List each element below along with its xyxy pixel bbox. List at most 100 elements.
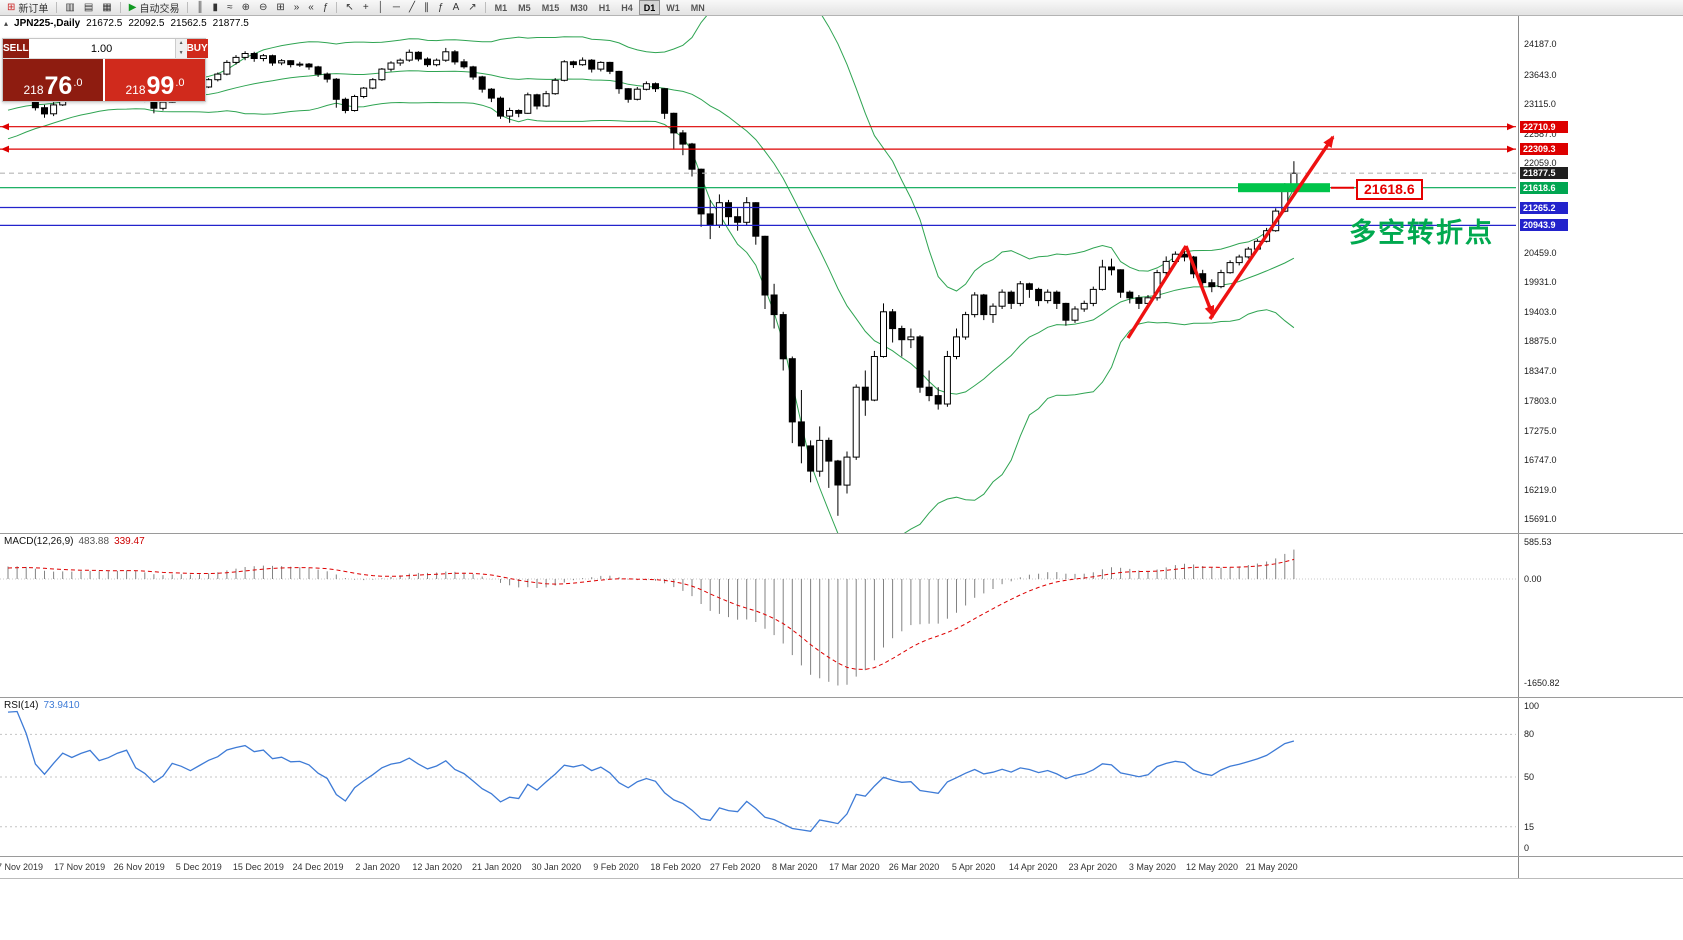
line-chart-icon[interactable]: ≈ (227, 1, 233, 13)
timeframe-h4[interactable]: H4 (621, 2, 633, 13)
price-chart-canvas[interactable] (0, 16, 1518, 533)
candle (989, 305, 997, 316)
timeframe-m15[interactable]: M15 (541, 2, 560, 13)
indicators-icon[interactable]: ƒ (322, 1, 329, 13)
trend-arrow[interactable] (1184, 245, 1215, 318)
candle (1117, 269, 1125, 293)
new-order-button[interactable]: ⊞ 新订单 (3, 1, 52, 15)
date-axis-label: 30 Jan 2020 (531, 862, 582, 872)
text-icon[interactable]: A (452, 1, 460, 13)
candlestick-chart-icon[interactable]: ▮ (212, 1, 219, 13)
price-level-callout[interactable]: 21618.6 (1356, 179, 1423, 200)
time-scale[interactable]: 7 Nov 2019 17 Nov 2019 26 Nov 2019 5 Dec 20… (0, 857, 1683, 879)
chart-area: ▴ JPN225-,Daily 21672.5 22092.5 21562.5 21877… (0, 16, 1683, 940)
profiles-icon[interactable]: ▤ (83, 1, 94, 13)
arrows-icon[interactable]: ↗ (468, 1, 477, 13)
volume-input[interactable] (28, 39, 175, 58)
candle (852, 386, 860, 458)
symbol-title: JPN225-,Daily (14, 18, 81, 29)
candle (1108, 266, 1115, 271)
rsi-axis-label: 0 (1524, 843, 1530, 853)
macd-panel-canvas[interactable] (0, 534, 1518, 697)
date-axis-label: 27 Feb 2020 (709, 862, 761, 872)
rsi-label: RSI(14) 73.9410 (4, 700, 85, 711)
volume-stepper: ▲ ▼ (174, 39, 187, 58)
chart-shift-icon[interactable]: « (308, 1, 314, 13)
tile-windows-icon[interactable]: ⊞ (276, 1, 285, 13)
candle (889, 311, 897, 330)
vertical-line-icon[interactable]: │ (377, 1, 384, 13)
crosshair-icon[interactable]: + (362, 1, 369, 13)
date-axis-label: 5 Dec 2019 (175, 862, 222, 872)
trendline-icon[interactable]: ╱ (409, 1, 416, 13)
market-watch-icon[interactable]: ▦ (102, 1, 112, 13)
candle (597, 61, 605, 70)
tag-support-2: 20943.9 (1520, 219, 1568, 232)
date-axis-label: 14 Apr 2020 (1008, 862, 1058, 872)
toolbar-separator (336, 2, 338, 13)
trend-arrow[interactable] (1208, 135, 1335, 320)
horizontal-line-icon[interactable]: ─ (392, 1, 400, 13)
collapse-trade-panel-icon[interactable]: ▴ (4, 19, 9, 28)
candle (433, 59, 441, 66)
candle (962, 314, 970, 338)
panel-separator[interactable] (0, 856, 1683, 857)
bollinger-lower-band (7, 101, 1295, 533)
candle (542, 93, 550, 107)
pivot-zone-bar[interactable] (1238, 183, 1330, 193)
price-axis-label: 18875.0 (1524, 336, 1557, 347)
auto-scroll-icon[interactable]: » (293, 1, 300, 13)
candle (387, 62, 395, 70)
candle (369, 79, 377, 89)
sell-price-display[interactable]: 218 76.0 (3, 59, 103, 101)
candle (588, 59, 596, 70)
buy-button[interactable]: BUY (186, 39, 208, 58)
timeframe-h1[interactable]: H1 (598, 2, 611, 13)
cursor-icon[interactable]: ↖ (345, 1, 354, 13)
candle (1053, 291, 1061, 304)
rsi-axis-label: 80 (1524, 729, 1535, 740)
date-axis-label: 8 Mar 2020 (772, 862, 818, 872)
timeframe-m30[interactable]: M30 (570, 2, 588, 13)
date-axis-label: 18 Feb 2020 (650, 862, 701, 872)
timeframe-m1[interactable]: M1 (494, 2, 508, 13)
bar-chart-icon[interactable]: ║ (196, 1, 204, 13)
candle (1226, 262, 1234, 274)
candle (788, 358, 796, 423)
autotrading-button[interactable]: ▶ 自动交易 (125, 1, 184, 15)
buy-price-display[interactable]: 218 99.0 (105, 59, 205, 101)
pivot-note-text[interactable]: 多空转折点 (1349, 218, 1494, 248)
date-axis-label: 17 Nov 2019 (54, 862, 106, 872)
date-axis-label: 26 Mar 2020 (888, 862, 940, 872)
candle (1135, 297, 1143, 304)
volume-increase-button[interactable]: ▲ (175, 39, 187, 49)
date-axis-label: 7 Nov 2019 (0, 862, 44, 872)
panel-separator[interactable] (0, 533, 1683, 534)
trend-arrow[interactable] (1126, 245, 1188, 339)
date-axis-label: 17 Mar 2020 (829, 862, 880, 872)
candle (414, 51, 422, 60)
chart-window-icon[interactable]: ▥ (65, 1, 75, 13)
candle (396, 59, 404, 64)
candle (460, 61, 468, 68)
buy-price-decimal: .0 (175, 77, 185, 89)
rsi-panel-canvas[interactable] (0, 698, 1518, 856)
price-axis-label: 23643.0 (1524, 69, 1557, 80)
timeframe-m5[interactable]: M5 (518, 2, 531, 13)
volume-decrease-button[interactable]: ▼ (175, 48, 187, 58)
ohlc-close: 21877.5 (212, 18, 249, 29)
timeframe-d1[interactable]: D1 (638, 0, 661, 15)
zoom-in-icon[interactable]: ⊕ (241, 1, 250, 13)
buy-price-prefix: 218 (125, 83, 146, 97)
timeframe-mn[interactable]: MN (690, 2, 705, 13)
fibonacci-icon[interactable]: ƒ (438, 1, 444, 13)
autotrading-button-icon: ▶ (128, 1, 137, 13)
candle (825, 439, 833, 462)
price-scale[interactable]: 24187.0 23643.0 23115.0 22587.0 22059.0 20459… (1518, 16, 1579, 878)
zoom-out-icon[interactable]: ⊖ (258, 1, 268, 13)
sell-button[interactable]: SELL (3, 39, 29, 58)
timeframe-w1[interactable]: W1 (666, 2, 680, 13)
channel-icon[interactable]: ∥ (424, 1, 430, 13)
panel-separator[interactable] (0, 697, 1683, 698)
candle (1208, 282, 1216, 288)
